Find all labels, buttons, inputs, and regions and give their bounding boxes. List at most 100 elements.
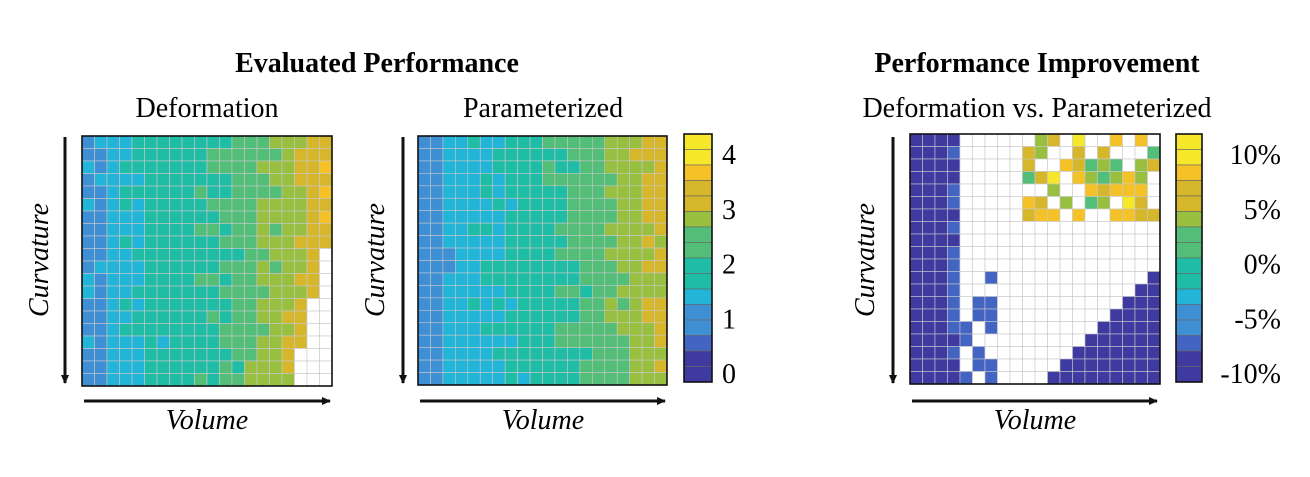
- heatmap-cell: [934, 296, 948, 310]
- heatmap-cell: [455, 285, 469, 299]
- colorbar-border: [1175, 133, 1203, 383]
- heatmap-cell: [169, 348, 183, 362]
- heatmap-cell: [1134, 183, 1148, 197]
- heatmap-cell: [997, 171, 1011, 185]
- heatmap-cell: [1109, 146, 1123, 160]
- heatmap-cell: [591, 173, 606, 187]
- heatmap-cell: [567, 347, 581, 361]
- heatmap-cell: [922, 196, 936, 210]
- heatmap-cell: [1034, 358, 1048, 372]
- heatmap-cell: [81, 310, 95, 324]
- heatmap-cell: [455, 235, 469, 249]
- heatmap-cell: [156, 298, 170, 312]
- heatmap-cell: [1047, 158, 1061, 172]
- heatmap-cell: [1059, 358, 1073, 372]
- heatmap-cell: [231, 185, 245, 199]
- colorbar-segment: [1175, 133, 1203, 150]
- heatmap-cell: [972, 171, 986, 185]
- heatmap-cell: [294, 310, 308, 324]
- heatmap-cell: [591, 197, 606, 211]
- heatmap-cell: [1147, 146, 1161, 160]
- heatmap-cell: [1147, 183, 1161, 197]
- heatmap-cell: [492, 210, 506, 224]
- heatmap-cell: [504, 334, 518, 348]
- heatmap-cell: [244, 348, 258, 362]
- heatmap-cell: [455, 135, 469, 149]
- heatmap-cell: [554, 222, 568, 236]
- heatmap-cell: [106, 148, 120, 162]
- heatmap-cell: [144, 185, 158, 199]
- heatmap-cell: [1072, 183, 1086, 197]
- heatmap-cell: [529, 235, 543, 249]
- heatmap-cell: [1009, 258, 1023, 272]
- heatmap-cell: [169, 148, 183, 162]
- heatmap-cell: [81, 373, 95, 387]
- heatmap-cell: [106, 160, 120, 174]
- heatmap-cell: [591, 222, 606, 236]
- heatmap-cell: [194, 285, 208, 299]
- heatmap-cell: [144, 135, 158, 149]
- heatmap-cell: [231, 273, 245, 287]
- heatmap-cell: [194, 223, 208, 237]
- heatmap-cell: [156, 335, 170, 349]
- heatmap-cell: [1022, 308, 1036, 322]
- heatmap-cell: [206, 373, 220, 387]
- heatmap-cell: [479, 359, 493, 373]
- heatmap-cell: [417, 222, 431, 236]
- heatmap-cell: [231, 310, 245, 324]
- heatmap-cell: [567, 235, 581, 249]
- heatmap-cell: [156, 310, 170, 324]
- heatmap-cell: [467, 185, 481, 199]
- heatmap-cell: [181, 148, 195, 162]
- heatmap-cell: [492, 309, 506, 324]
- heatmap-cell: [1022, 321, 1036, 335]
- heatmap-cell: [1072, 133, 1086, 147]
- heatmap-cell: [909, 246, 923, 260]
- heatmap-cell: [306, 135, 320, 149]
- heatmap-cell: [467, 334, 481, 348]
- heatmap-cell: [169, 310, 183, 324]
- heatmap-cell: [94, 210, 108, 224]
- heatmap-cell: [417, 359, 431, 373]
- heatmap-cell: [1134, 171, 1148, 185]
- heatmap-cell: [909, 296, 923, 310]
- heatmap-cell: [319, 373, 333, 387]
- heatmap-cell: [1084, 308, 1098, 322]
- heatmap-cell: [479, 210, 493, 224]
- heatmap-cell: [1022, 183, 1036, 197]
- heatmap-cell: [1084, 258, 1098, 272]
- heatmap-cell: [1084, 183, 1098, 197]
- heatmap-cell: [206, 148, 220, 162]
- heatmap-cell: [1059, 333, 1073, 347]
- heatmap-cell: [1109, 171, 1123, 185]
- heatmap-cell: [244, 198, 258, 212]
- heatmap-cell: [467, 359, 481, 373]
- colorbar-segment: [1175, 335, 1203, 352]
- heatmap-cell: [269, 360, 283, 374]
- heatmap-cell: [579, 372, 593, 386]
- heatmap-cell: [542, 173, 556, 187]
- heatmap-cell: [604, 297, 618, 311]
- heatmap-cell: [106, 360, 120, 374]
- heatmap-cell: [1109, 321, 1123, 335]
- heatmap-cell: [641, 260, 655, 274]
- heatmap-cell: [206, 323, 220, 337]
- colorbar-segment: [1175, 226, 1203, 243]
- heatmap-cell: [156, 248, 170, 262]
- heatmap-cell: [294, 248, 308, 262]
- heatmap-cell: [1022, 271, 1036, 285]
- heatmap-cell: [997, 271, 1011, 285]
- heatmap-cell: [1034, 271, 1048, 285]
- heatmap-cell: [81, 273, 95, 287]
- heatmap-cell: [922, 146, 936, 160]
- heatmap-cell: [604, 359, 618, 373]
- heatmap-cell: [81, 323, 95, 337]
- heatmap-cell: [579, 185, 593, 199]
- heatmap-cell: [1109, 196, 1123, 210]
- heatmap-cell: [294, 148, 308, 162]
- heatmap-cell: [319, 310, 333, 324]
- heatmap-cell: [131, 210, 145, 224]
- heatmap-cell: [1059, 308, 1073, 322]
- heatmap-cell: [231, 348, 245, 362]
